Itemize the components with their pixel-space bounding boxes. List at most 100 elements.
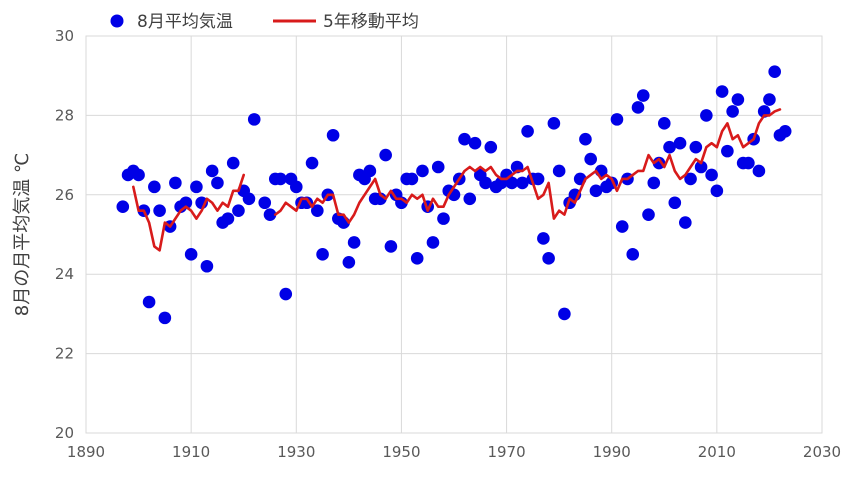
data-point (521, 124, 534, 138)
x-tick-label: 2010 (698, 443, 736, 461)
data-point (205, 164, 219, 178)
data-point (668, 196, 682, 210)
data-point (169, 176, 182, 190)
data-point (468, 136, 482, 150)
data-point (537, 232, 550, 245)
data-point (258, 196, 272, 210)
data-point (247, 113, 261, 126)
data-point (763, 93, 776, 106)
scatter-series (116, 65, 792, 325)
data-point (615, 220, 629, 233)
data-point (116, 200, 130, 214)
data-point (778, 124, 792, 138)
data-point (363, 164, 377, 178)
data-point (505, 176, 519, 190)
data-point (405, 172, 419, 186)
data-point (347, 236, 361, 249)
x-tick-label: 1950 (382, 443, 420, 461)
y-tick-label: 22 (55, 345, 74, 363)
data-point (531, 172, 545, 186)
data-point (584, 152, 597, 166)
legend-marker-temperature (110, 14, 124, 28)
data-point (558, 307, 571, 321)
data-point (626, 248, 640, 261)
data-point (721, 144, 734, 158)
x-tick-label: 1930 (277, 443, 315, 461)
x-tick-label: 1990 (593, 443, 631, 461)
data-point (579, 132, 592, 146)
data-point (410, 252, 424, 265)
x-axis-tick-labels: 1890 1910 1930 1950 1970 1990 2010 2030 (67, 443, 841, 461)
data-point (516, 176, 529, 190)
data-point (647, 176, 661, 190)
data-point (663, 140, 676, 154)
data-point (431, 160, 445, 174)
y-axis-label: 8月の月平均気温 ℃ (12, 153, 33, 316)
data-point (552, 164, 566, 178)
data-point (316, 248, 329, 261)
data-point (484, 140, 498, 154)
data-point (232, 204, 245, 217)
data-point (752, 164, 766, 178)
data-point (379, 148, 392, 162)
data-point (279, 287, 293, 301)
data-point (684, 172, 697, 186)
data-point (726, 105, 739, 118)
data-point (631, 101, 645, 114)
x-tick-label: 1890 (67, 443, 105, 461)
legend: 8月平均気温 5年移動平均 (110, 12, 419, 32)
data-point (211, 176, 224, 190)
data-point (768, 65, 781, 79)
data-point (463, 192, 477, 206)
data-point (705, 168, 718, 182)
data-point (689, 140, 703, 154)
data-point (153, 204, 166, 217)
data-point (305, 156, 319, 170)
data-point (547, 117, 561, 130)
data-point (226, 156, 240, 170)
data-point (190, 180, 203, 194)
legend-label-temperature: 8月平均気温 (137, 12, 233, 32)
data-point (148, 180, 161, 194)
y-tick-label: 30 (55, 27, 74, 45)
data-point (657, 117, 671, 130)
x-tick-label: 1970 (487, 443, 525, 461)
data-point (731, 93, 745, 106)
data-point (342, 255, 356, 269)
data-point (132, 168, 145, 182)
y-tick-label: 28 (55, 106, 74, 124)
data-point (158, 311, 172, 325)
data-point (142, 295, 156, 309)
data-point (426, 236, 440, 249)
data-point (673, 136, 687, 150)
data-point (458, 132, 471, 146)
plot-area (85, 35, 823, 434)
data-point (221, 212, 235, 225)
data-point (179, 196, 193, 210)
data-point (679, 216, 692, 229)
data-point (694, 160, 708, 174)
y-axis-tick-labels: 20 22 24 26 28 30 (55, 27, 74, 442)
moving-average-line (273, 108, 782, 224)
data-point (610, 113, 624, 126)
data-point (636, 89, 650, 102)
data-point (326, 128, 340, 142)
data-point (742, 156, 755, 170)
y-tick-label: 20 (55, 424, 74, 442)
y-tick-label: 24 (55, 265, 74, 283)
data-point (416, 164, 429, 178)
data-point (263, 208, 277, 221)
data-point (715, 85, 729, 98)
data-point (542, 252, 555, 265)
x-tick-label: 2030 (803, 443, 841, 461)
moving-average-line (132, 173, 246, 252)
moving-average-series (132, 108, 782, 252)
x-tick-label: 1910 (172, 443, 210, 461)
data-point (274, 172, 287, 186)
data-point (311, 204, 324, 217)
legend-label-moving-average: 5年移動平均 (323, 12, 419, 32)
data-point (184, 248, 198, 261)
data-point (437, 212, 450, 225)
data-point (700, 109, 713, 122)
